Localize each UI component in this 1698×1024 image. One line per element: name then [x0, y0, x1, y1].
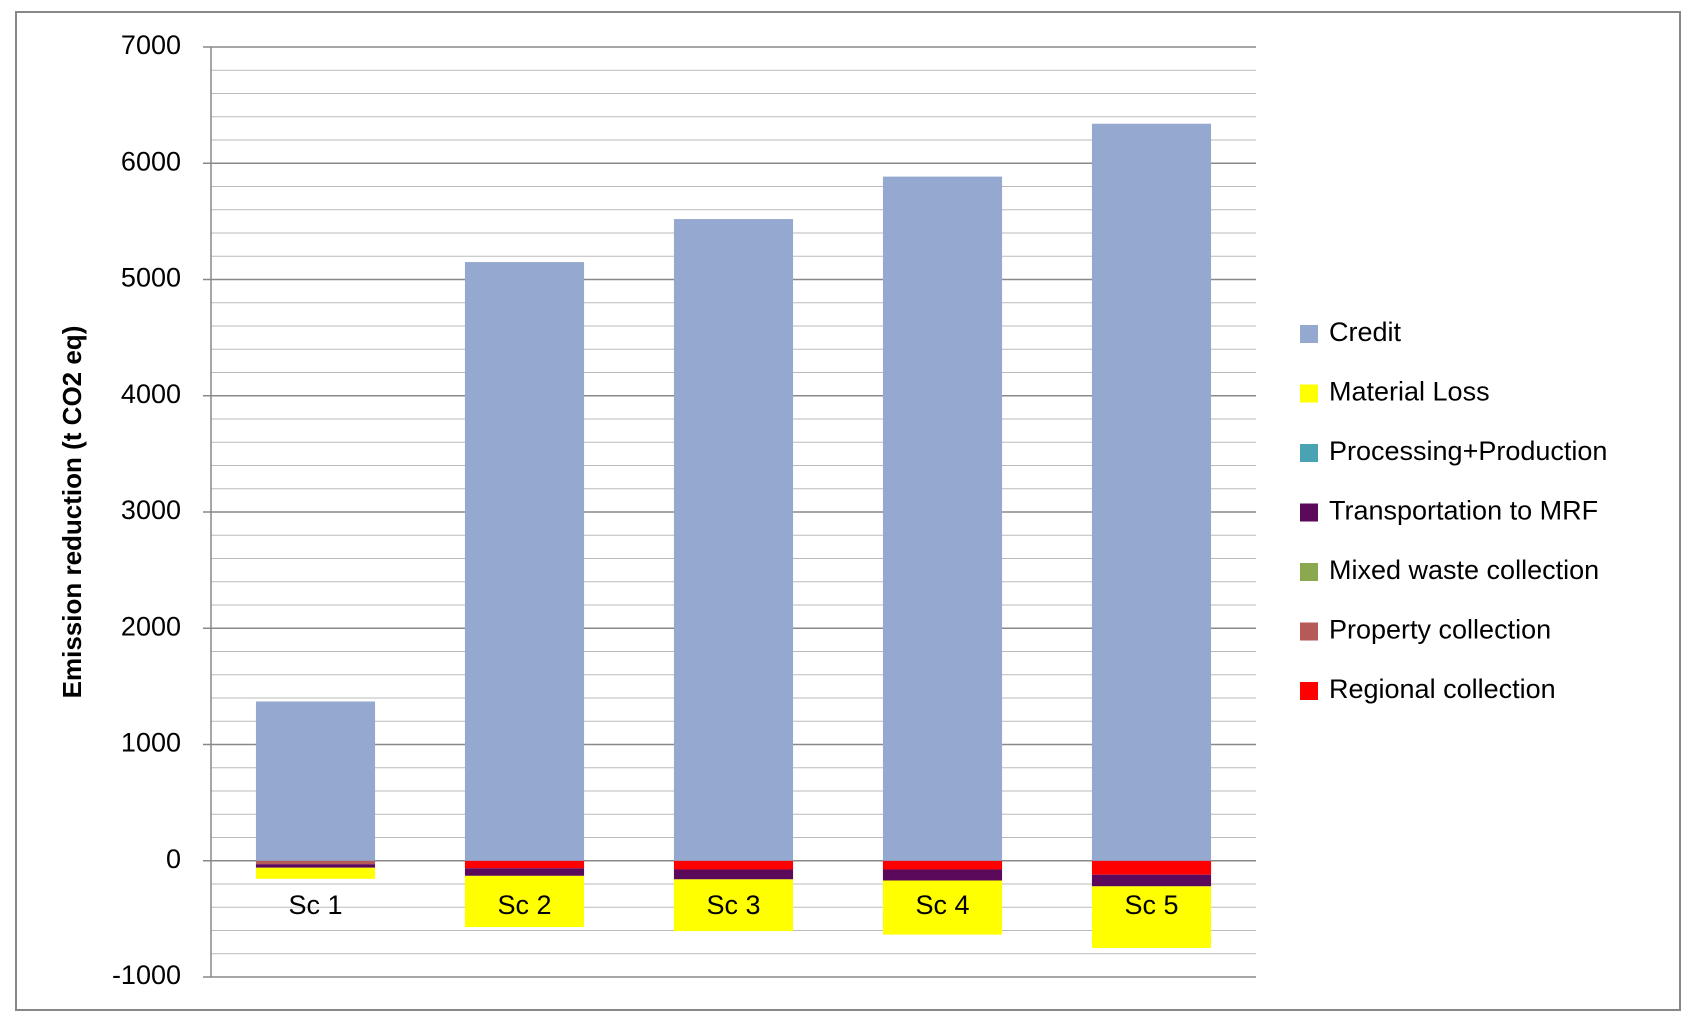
legend-label: Regional collection	[1329, 674, 1556, 704]
bar-segment	[1091, 860, 1212, 875]
bar-segment	[464, 868, 585, 876]
x-tick-label: Sc 1	[288, 890, 342, 920]
legend-swatch	[1300, 503, 1318, 522]
y-tick-label: 5000	[121, 263, 181, 293]
legend-label: Credit	[1329, 317, 1402, 347]
bar-segment	[255, 864, 376, 868]
bar-segment	[255, 867, 376, 879]
legend-swatch	[1300, 682, 1318, 700]
x-tick-label: Sc 4	[915, 890, 969, 920]
bar-segment	[882, 176, 1003, 861]
bar-segment	[1091, 886, 1212, 948]
x-tick-label: Sc 2	[497, 890, 551, 920]
bar-segment	[1091, 123, 1212, 861]
y-tick-label: -1000	[112, 960, 181, 990]
legend-swatch	[1300, 563, 1318, 581]
legend-label: Mixed waste collection	[1329, 555, 1599, 585]
y-tick-label: 4000	[121, 379, 181, 409]
legend-label: Processing+Production	[1329, 436, 1607, 466]
bar-segment	[464, 262, 585, 861]
y-tick-label: 6000	[121, 146, 181, 176]
bar-segment	[255, 860, 376, 865]
bar-segment	[882, 869, 1003, 881]
y-tick-label: 3000	[121, 495, 181, 525]
legend-label: Transportation to MRF	[1329, 496, 1598, 526]
bar-segment	[673, 860, 794, 870]
legend-label: Property collection	[1329, 615, 1551, 645]
bar-segment	[255, 701, 376, 861]
y-tick-label: 1000	[121, 728, 181, 758]
legend-swatch	[1300, 384, 1318, 403]
y-tick-label: 0	[166, 844, 181, 874]
bar-segment	[673, 869, 794, 880]
x-tick-label: Sc 3	[706, 890, 760, 920]
legend-label: Material Loss	[1329, 377, 1490, 407]
bar-segment	[464, 875, 585, 928]
x-tick-label: Sc 5	[1124, 890, 1178, 920]
bar-segment	[673, 219, 794, 861]
bar-segment	[882, 880, 1003, 935]
bar-segment	[882, 860, 1003, 870]
bar-segment	[1091, 874, 1212, 887]
y-tick-label: 7000	[121, 30, 181, 60]
bar-segment	[464, 860, 585, 869]
legend-swatch	[1300, 444, 1318, 462]
legend-swatch	[1300, 622, 1318, 641]
legend-swatch	[1300, 325, 1318, 343]
y-axis-title: Emission reduction (t CO2 eq)	[57, 326, 87, 699]
bar-segment	[673, 879, 794, 932]
y-tick-label: 2000	[121, 611, 181, 641]
